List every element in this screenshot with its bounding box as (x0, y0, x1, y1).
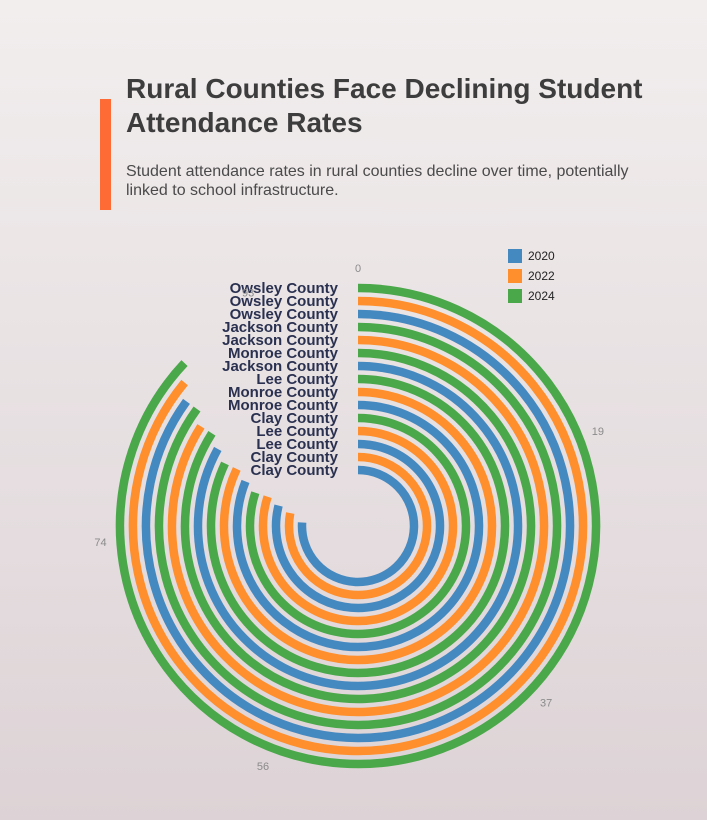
bar-label: Clay County (250, 449, 338, 466)
radial-bar-owsley-county-2024[interactable] (115, 283, 601, 769)
radial-bar-monroe-county-2020[interactable] (232, 400, 484, 652)
legend-label-2024: 2024 (528, 289, 555, 303)
bar-label: Lee County (256, 436, 338, 453)
legend-item-2022[interactable]: 2022 (508, 266, 555, 286)
radial-bar-clay-county-2022[interactable] (284, 452, 432, 600)
radial-bar-jackson-county-2020[interactable] (193, 361, 523, 691)
legend-item-2020[interactable]: 2020 (508, 246, 555, 266)
legend-label-2022: 2022 (528, 269, 555, 283)
chart-subtitle: Student attendance rates in rural counti… (126, 163, 629, 199)
bar-label: Monroe County (228, 384, 339, 401)
bar-label: Clay County (250, 410, 338, 427)
bar-label: Clay County (250, 462, 338, 479)
angular-tick-label: 19 (592, 426, 604, 438)
bar-label: Jackson County (222, 358, 339, 375)
bar-label: Jackson County (222, 319, 339, 336)
radial-bar-clay-county-2024[interactable] (245, 413, 471, 639)
legend-swatch-2024 (508, 289, 522, 303)
radial-bar-jackson-county-2022[interactable] (167, 335, 549, 717)
radial-bar-lee-county-2020[interactable] (271, 439, 445, 613)
angular-tick-label: 0 (355, 263, 361, 275)
bar-label: Monroe County (228, 397, 339, 414)
bar-label: Owsley County (230, 293, 339, 310)
bar-label: Jackson County (222, 332, 339, 349)
radial-bar-owsley-county-2022[interactable] (128, 296, 588, 756)
radial-bar-lee-county-2024[interactable] (206, 374, 510, 678)
bar-label: Owsley County (230, 280, 339, 297)
radial-bar-monroe-county-2022[interactable] (219, 387, 497, 665)
radial-bar-owsley-county-2020[interactable] (141, 309, 575, 743)
legend-item-2024[interactable]: 2024 (508, 286, 555, 306)
radial-bar-clay-county-2020[interactable] (297, 465, 419, 587)
bar-label: Owsley County (230, 306, 339, 323)
bar-label: Monroe County (228, 345, 339, 362)
chart-title: Rural Counties Face Declining Student At… (126, 73, 643, 138)
bar-label: Lee County (256, 371, 338, 388)
bar-label: Lee County (256, 423, 338, 440)
angular-tick-label: 37 (540, 698, 552, 710)
legend-swatch-2022 (508, 269, 522, 283)
angular-tick-label: 56 (257, 761, 269, 773)
radial-bar-monroe-county-2024[interactable] (180, 348, 536, 704)
title-accent-bar (100, 99, 111, 210)
legend: 2020 2022 2024 (508, 246, 555, 306)
legend-label-2020: 2020 (528, 249, 555, 263)
angular-tick-label: 93 (242, 288, 254, 300)
angular-tick-label: 74 (94, 537, 106, 549)
legend-swatch-2020 (508, 249, 522, 263)
radial-bar-jackson-county-2024[interactable] (154, 322, 562, 730)
radial-bar-lee-county-2022[interactable] (258, 426, 458, 626)
